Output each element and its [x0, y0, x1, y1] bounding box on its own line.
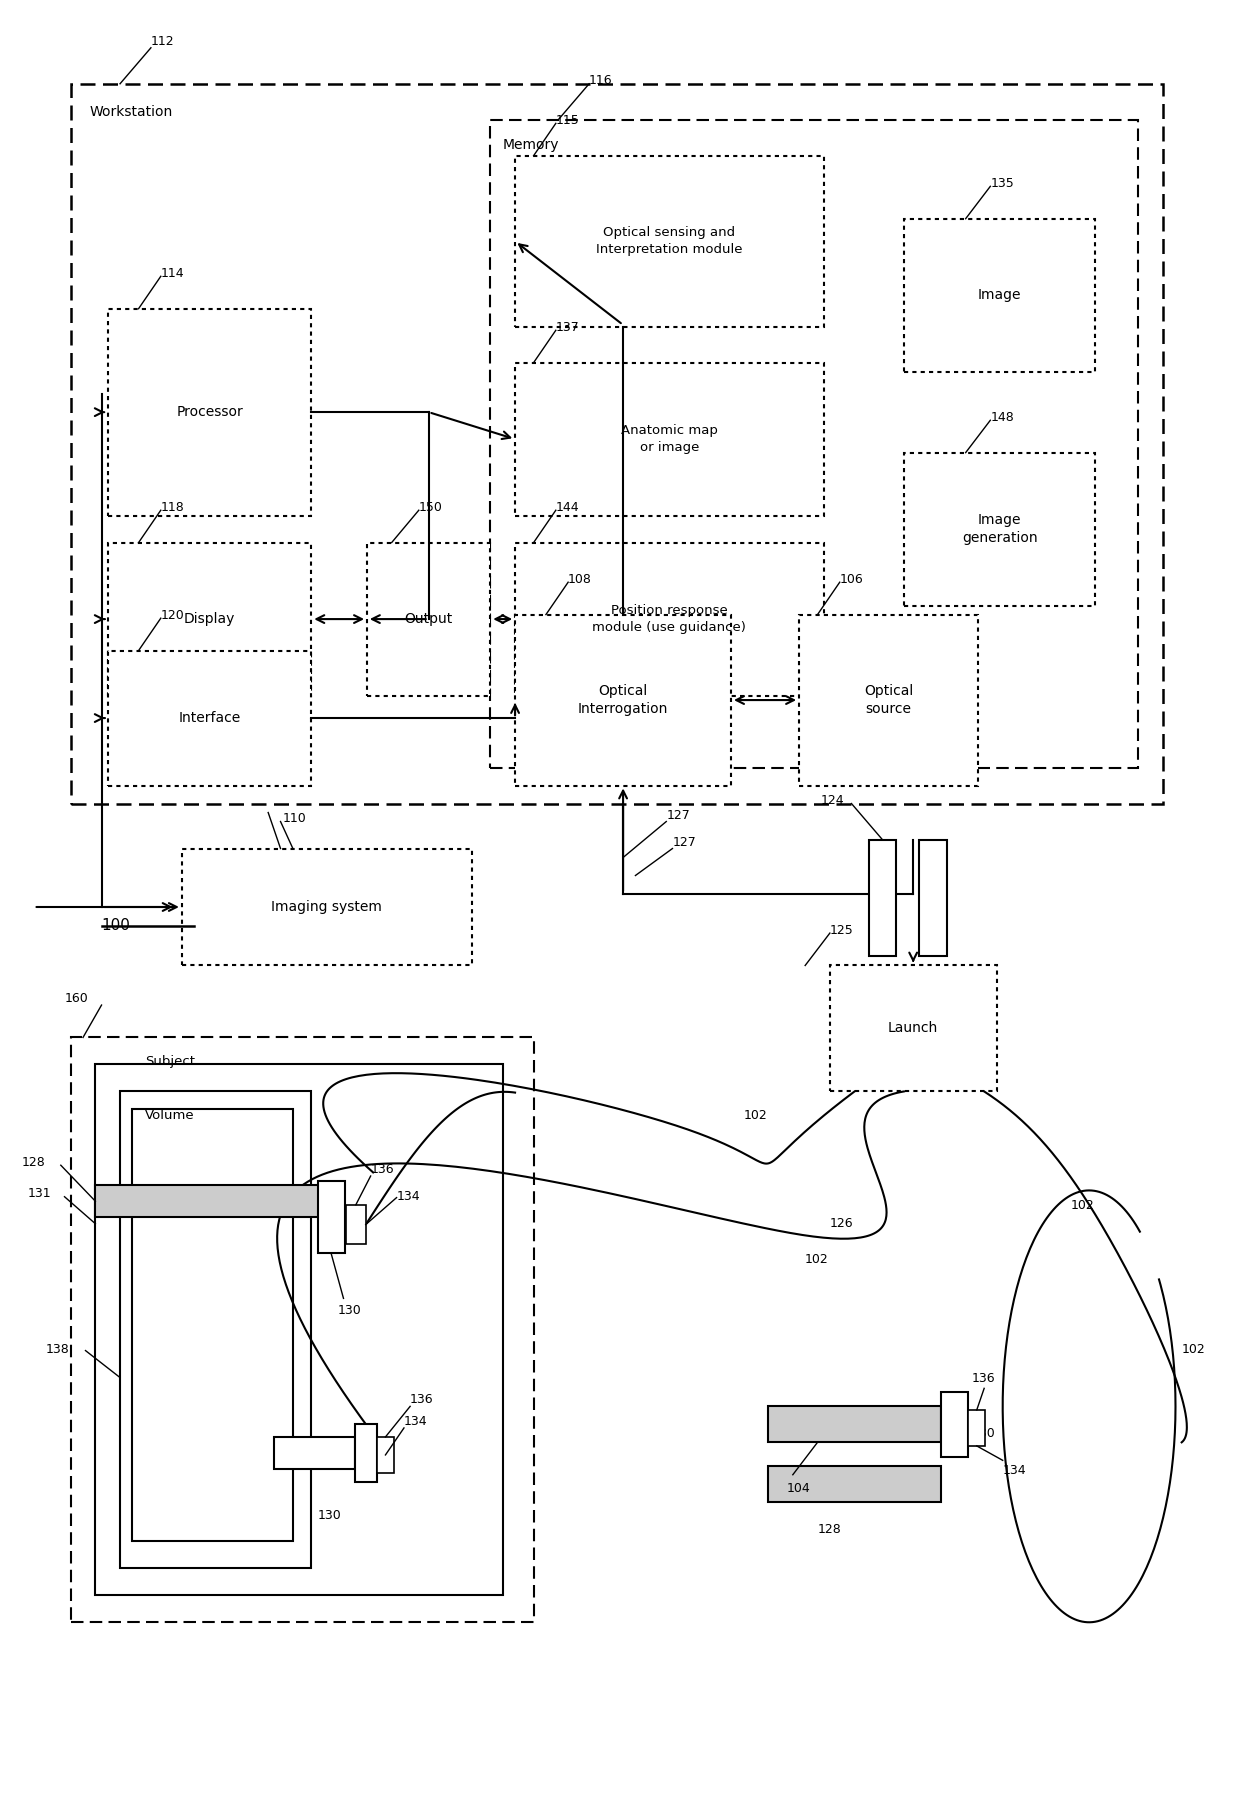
Bar	[108, 309, 311, 516]
Text: 137: 137	[556, 321, 579, 334]
Bar	[317, 1182, 345, 1253]
Bar	[515, 614, 732, 785]
Bar	[355, 1424, 377, 1482]
Text: 136: 136	[972, 1372, 996, 1384]
Text: Subject: Subject	[145, 1056, 195, 1069]
Text: 125: 125	[830, 924, 853, 937]
Text: 126: 126	[830, 1217, 853, 1231]
Text: 106: 106	[839, 572, 863, 587]
Text: 128: 128	[21, 1155, 45, 1170]
Bar	[367, 543, 490, 695]
Text: Image
generation: Image generation	[962, 513, 1038, 545]
Text: 124: 124	[821, 794, 844, 807]
Bar	[515, 363, 823, 516]
Bar	[515, 155, 823, 327]
Text: 102: 102	[805, 1253, 828, 1267]
Text: Position response
module (use guidance): Position response module (use guidance)	[593, 605, 746, 634]
Text: 134: 134	[1003, 1464, 1027, 1476]
Text: 148: 148	[991, 412, 1014, 424]
Bar	[120, 1092, 311, 1569]
Bar	[95, 1065, 502, 1596]
Bar	[968, 1410, 986, 1446]
Text: 131: 131	[27, 1188, 51, 1200]
Text: Image: Image	[978, 289, 1022, 301]
Text: Optical
source: Optical source	[864, 684, 913, 717]
Text: Optical sensing and
Interpretation module: Optical sensing and Interpretation modul…	[596, 226, 743, 256]
Text: Memory: Memory	[502, 137, 559, 152]
Text: 128: 128	[818, 1523, 842, 1536]
Text: 114: 114	[161, 267, 185, 280]
Text: 118: 118	[161, 500, 185, 514]
Text: 108: 108	[568, 572, 591, 587]
Text: Workstation: Workstation	[89, 105, 172, 119]
Bar	[274, 1437, 355, 1469]
Text: 115: 115	[556, 114, 579, 126]
Bar	[346, 1204, 366, 1244]
Text: Interface: Interface	[179, 711, 241, 726]
Bar	[71, 83, 1163, 803]
Text: 134: 134	[404, 1415, 428, 1428]
Text: Volume: Volume	[145, 1110, 195, 1123]
Text: 104: 104	[786, 1482, 811, 1495]
Text: 144: 144	[556, 500, 579, 514]
Text: 136: 136	[410, 1393, 434, 1406]
Bar	[515, 543, 823, 695]
Bar	[108, 650, 311, 785]
Text: 116: 116	[589, 74, 613, 87]
Text: 138: 138	[46, 1343, 69, 1356]
Bar	[377, 1437, 394, 1473]
Text: 127: 127	[666, 809, 689, 821]
Text: Anatomic map
or image: Anatomic map or image	[621, 424, 718, 455]
Bar	[919, 839, 946, 957]
Text: Launch: Launch	[888, 1022, 939, 1036]
Text: 130: 130	[317, 1509, 342, 1522]
Bar	[182, 848, 472, 966]
Text: 102: 102	[744, 1110, 768, 1123]
Text: 134: 134	[397, 1189, 420, 1202]
Text: 102: 102	[1070, 1199, 1095, 1213]
Text: Optical
Interrogation: Optical Interrogation	[578, 684, 668, 717]
Text: Output: Output	[404, 612, 453, 626]
Text: 100: 100	[102, 919, 130, 933]
Text: 130: 130	[337, 1303, 361, 1318]
Text: 102: 102	[1182, 1343, 1205, 1356]
Bar	[830, 966, 997, 1092]
Text: Processor: Processor	[176, 404, 243, 419]
Text: 127: 127	[672, 836, 696, 848]
Bar	[941, 1392, 968, 1457]
Bar	[768, 1466, 941, 1502]
Bar	[108, 543, 311, 695]
Bar	[869, 839, 895, 957]
Bar	[904, 218, 1095, 372]
Text: 136: 136	[371, 1162, 394, 1177]
Text: Imaging system: Imaging system	[272, 901, 382, 913]
Bar	[133, 1110, 293, 1541]
Bar	[71, 1038, 533, 1623]
Bar	[95, 1186, 324, 1217]
Text: 120: 120	[161, 608, 185, 621]
Text: 130: 130	[972, 1426, 996, 1440]
Text: 112: 112	[151, 34, 175, 47]
Text: 150: 150	[419, 500, 443, 514]
Bar	[799, 614, 978, 785]
Bar	[904, 453, 1095, 606]
Text: 135: 135	[991, 177, 1014, 190]
Text: 160: 160	[64, 993, 88, 1005]
Bar	[490, 119, 1138, 767]
Text: 110: 110	[283, 812, 306, 825]
Text: Display: Display	[184, 612, 236, 626]
Bar	[768, 1406, 941, 1442]
